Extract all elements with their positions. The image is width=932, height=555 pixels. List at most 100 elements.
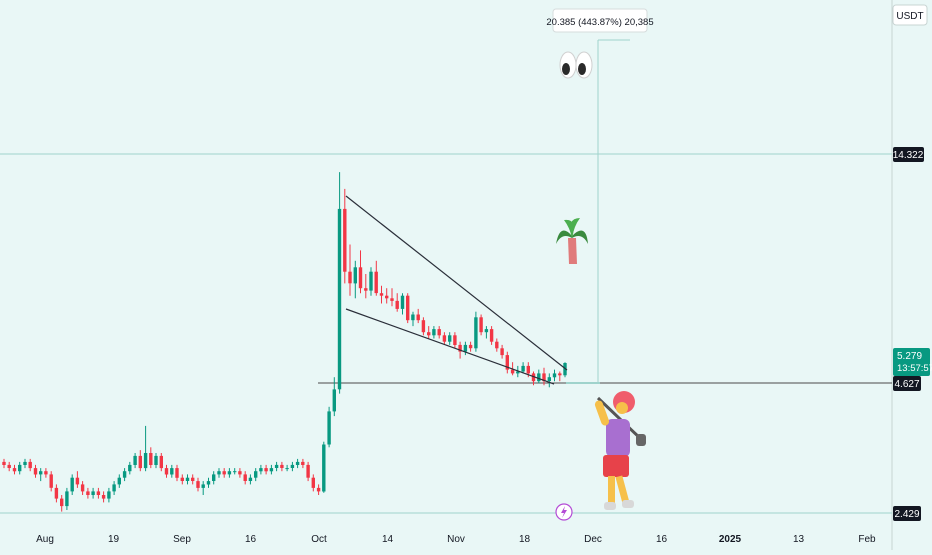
- candle[interactable]: [280, 461, 284, 472]
- candle[interactable]: [442, 332, 447, 345]
- wedge-lower-trendline[interactable]: [345, 308, 555, 385]
- candle[interactable]: [290, 461, 295, 472]
- low-price-badge[interactable]: 2.429: [893, 506, 921, 521]
- candle[interactable]: [259, 464, 263, 475]
- candle[interactable]: [65, 487, 69, 510]
- candle[interactable]: [133, 453, 137, 469]
- candle[interactable]: [337, 172, 342, 394]
- candle[interactable]: [500, 344, 504, 359]
- candle[interactable]: [101, 491, 106, 503]
- candle[interactable]: [233, 468, 237, 475]
- candle[interactable]: [107, 487, 111, 503]
- candle[interactable]: [327, 406, 331, 448]
- candle[interactable]: [484, 326, 489, 339]
- candle[interactable]: [390, 288, 394, 307]
- candle[interactable]: [343, 188, 347, 284]
- candle[interactable]: [358, 250, 363, 294]
- candle[interactable]: [217, 468, 221, 478]
- candle[interactable]: [322, 441, 326, 493]
- candle[interactable]: [60, 495, 64, 512]
- candle[interactable]: [170, 464, 174, 478]
- candle[interactable]: [311, 474, 315, 492]
- time-scale[interactable]: Aug 19 Sep 16 Oct 14 Nov 18 Dec 16 2025 13 Feb: [36, 534, 876, 545]
- candle[interactable]: [552, 369, 557, 382]
- candle[interactable]: [385, 288, 389, 304]
- high-price-badge[interactable]: 14.322: [893, 147, 924, 162]
- candle[interactable]: [411, 311, 415, 327]
- candle[interactable]: [2, 458, 6, 469]
- projection-label-box[interactable]: [552, 8, 648, 33]
- candle[interactable]: [374, 260, 378, 296]
- event-marker[interactable]: [555, 503, 573, 521]
- candle[interactable]: [463, 341, 468, 356]
- candle[interactable]: [474, 311, 478, 352]
- candle[interactable]: [80, 481, 85, 495]
- candles[interactable]: [2, 172, 567, 512]
- candle[interactable]: [159, 453, 163, 472]
- candle[interactable]: [191, 474, 195, 485]
- wedge-upper-trendline[interactable]: [345, 195, 568, 371]
- currency-badge[interactable]: [892, 4, 928, 26]
- candle[interactable]: [164, 464, 169, 478]
- candle[interactable]: [254, 468, 258, 482]
- candle[interactable]: [70, 474, 74, 495]
- candle[interactable]: [185, 474, 190, 485]
- candle[interactable]: [427, 326, 431, 339]
- candle[interactable]: [448, 332, 452, 345]
- candle[interactable]: [558, 371, 562, 382]
- candle[interactable]: [23, 458, 27, 469]
- candle[interactable]: [238, 468, 242, 478]
- candle[interactable]: [531, 371, 536, 386]
- candle[interactable]: [154, 453, 158, 469]
- golfer-sticker[interactable]: [594, 391, 646, 510]
- candle[interactable]: [479, 314, 483, 336]
- candle[interactable]: [416, 308, 420, 324]
- candle[interactable]: [128, 461, 132, 475]
- candle[interactable]: [44, 468, 48, 478]
- candle[interactable]: [143, 425, 148, 472]
- candle[interactable]: [295, 458, 300, 469]
- candle[interactable]: [348, 244, 352, 296]
- candle[interactable]: [112, 481, 116, 495]
- candle[interactable]: [468, 341, 473, 352]
- candle[interactable]: [54, 484, 59, 503]
- candle[interactable]: [489, 326, 494, 345]
- candle[interactable]: [91, 487, 95, 499]
- candle[interactable]: [395, 293, 399, 312]
- candle[interactable]: [437, 326, 441, 339]
- candle[interactable]: [400, 293, 405, 315]
- candle[interactable]: [18, 461, 22, 475]
- candle[interactable]: [212, 471, 216, 485]
- support-price-badge[interactable]: 4.627: [893, 376, 921, 391]
- candle[interactable]: [269, 464, 274, 475]
- candle[interactable]: [453, 332, 457, 349]
- candle[interactable]: [353, 260, 357, 299]
- candle[interactable]: [306, 461, 310, 482]
- candle[interactable]: [406, 293, 410, 324]
- palm-tree-sticker[interactable]: [556, 218, 588, 264]
- candle[interactable]: [264, 464, 268, 475]
- candle[interactable]: [432, 326, 436, 339]
- candle[interactable]: [49, 471, 53, 492]
- candle[interactable]: [122, 468, 127, 482]
- candle[interactable]: [421, 317, 426, 336]
- candle[interactable]: [138, 450, 142, 472]
- candle[interactable]: [495, 338, 499, 352]
- candle[interactable]: [505, 351, 509, 374]
- candle[interactable]: [316, 484, 321, 495]
- candle[interactable]: [206, 477, 211, 488]
- eyes-sticker[interactable]: [559, 51, 593, 79]
- candle[interactable]: [75, 471, 80, 488]
- candle[interactable]: [369, 267, 373, 296]
- candle[interactable]: [222, 468, 226, 478]
- candle[interactable]: [7, 461, 11, 472]
- current-price-badge[interactable]: 5.279 13:57:57: [893, 348, 932, 376]
- candle[interactable]: [149, 447, 153, 469]
- candle[interactable]: [248, 474, 253, 485]
- candle[interactable]: [364, 274, 368, 299]
- candle[interactable]: [196, 477, 200, 492]
- candle[interactable]: [33, 464, 38, 478]
- candle[interactable]: [117, 474, 121, 488]
